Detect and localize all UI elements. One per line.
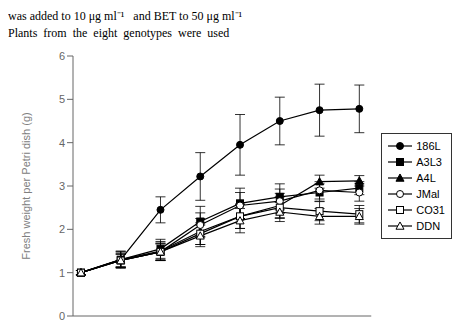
svg-text:1: 1: [59, 267, 65, 279]
html-text:186L: 186L: [416, 140, 441, 152]
svg-text:0: 0: [59, 310, 65, 322]
svg-text:4: 4: [59, 137, 65, 149]
svg-text:3: 3: [59, 180, 65, 192]
html-text:CO31: CO31: [416, 204, 445, 216]
svg-text:6: 6: [59, 50, 65, 62]
svg-text:5: 5: [59, 93, 65, 105]
html-text:JMal: JMal: [416, 188, 440, 200]
html-text:Plants from the eight genotype: Plants from the eight genotypes were use…: [8, 26, 230, 40]
svg-text:Fresh weight per Petri dish (g: Fresh weight per Petri dish (g): [20, 112, 32, 259]
html-text:was added to 10 μg ml⁻¹ and BE: was added to 10 μg ml⁻¹ and BET to 50 μg…: [8, 9, 243, 23]
html-text:DDN: DDN: [416, 220, 441, 232]
html-text:A3L3: A3L3: [416, 156, 442, 168]
svg-text:2: 2: [59, 223, 65, 235]
html-text:A4L: A4L: [416, 172, 436, 184]
